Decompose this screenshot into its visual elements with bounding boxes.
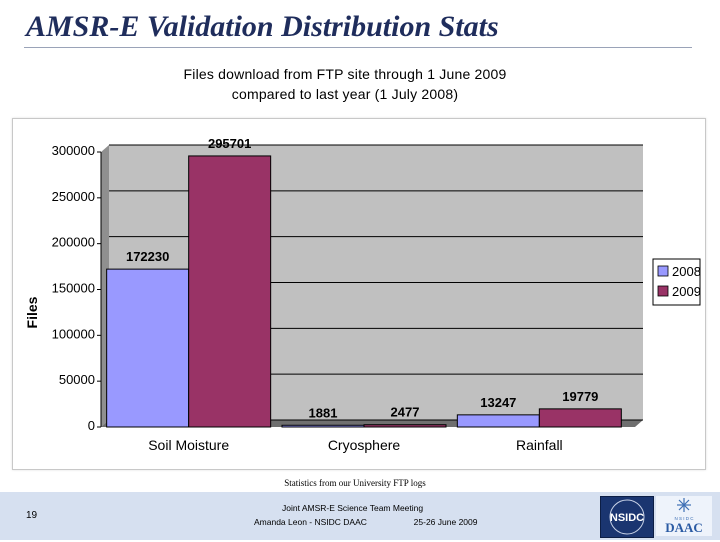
bar-2009-cryosphere <box>363 424 447 428</box>
chart-subtitle-line2: compared to last year (1 July 2008) <box>231 86 459 102</box>
bar-chart: 0 50000 100000 150000 200000 250000 300000 File… <box>24 136 701 453</box>
footer-meeting: Joint AMSR-E Science Team Meeting <box>282 503 424 513</box>
x-category-label: Cryosphere <box>328 437 401 453</box>
y-tick-label: 50000 <box>59 372 95 387</box>
data-label: 2477 <box>391 405 420 420</box>
bar-2008-rainfall <box>456 414 540 428</box>
bar-2008-soil-moisture <box>106 268 190 428</box>
footer-presenter: Amanda Leon - NSIDC DAAC <box>254 517 367 527</box>
y-tick-label: 150000 <box>52 281 95 296</box>
y-tick-label: 200000 <box>52 235 95 250</box>
data-label: 19779 <box>562 389 598 404</box>
title-divider <box>24 47 692 48</box>
data-label: 172230 <box>126 249 169 264</box>
legend-swatch-2009 <box>657 285 669 297</box>
nsidc-logo-text: NSIDC <box>610 512 644 524</box>
chart-frame: 0 50000 100000 150000 200000 250000 300000 File… <box>12 118 706 470</box>
data-label: 13247 <box>480 395 516 410</box>
footer-credits: Amanda Leon - NSIDC DAAC 25-26 June 2009 <box>254 517 477 527</box>
nsidc-logo: NSIDC <box>600 496 654 538</box>
x-category-label: Soil Moisture <box>148 437 229 453</box>
x-category-label: Rainfall <box>516 437 563 453</box>
bar-2009-rainfall <box>538 408 622 428</box>
daac-logo: N S I D C DAAC <box>656 496 712 536</box>
y-tick-label: 100000 <box>52 326 95 341</box>
data-label: 1881 <box>309 405 338 420</box>
legend-label-2009: 2009 <box>672 284 701 299</box>
legend-label-2008: 2008 <box>672 264 701 279</box>
daac-logo-small-text: N S I D C <box>674 516 694 521</box>
chart-subtitle-line1: Files download from FTP site through 1 J… <box>183 66 507 82</box>
slide-title: AMSR-E Validation Distribution Stats <box>26 10 499 43</box>
bar-2009-soil-moisture <box>188 155 272 428</box>
daac-logo-text: DAAC <box>665 520 703 535</box>
footer-date: 25-26 June 2009 <box>413 517 478 527</box>
source-note: Statistics from our University FTP logs <box>284 478 426 488</box>
y-axis-title: Files <box>24 296 40 328</box>
snowflake-icon <box>677 498 691 512</box>
bar-2008-cryosphere <box>281 424 365 428</box>
legend-swatch-2008 <box>657 265 669 277</box>
y-tick-label: 0 <box>88 418 95 433</box>
y-tick-label: 250000 <box>52 189 95 204</box>
y-tick-label: 300000 <box>52 143 95 158</box>
data-label: 295701 <box>208 136 251 151</box>
page-number: 19 <box>26 510 38 521</box>
